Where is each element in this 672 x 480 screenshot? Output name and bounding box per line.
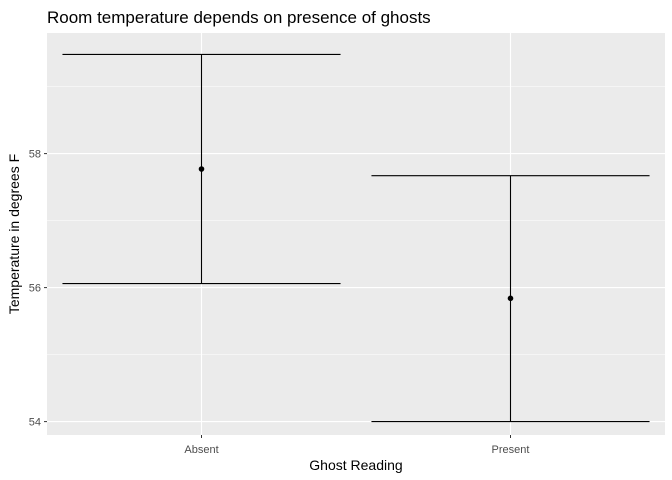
y-tick-label: 56 [29,283,41,295]
x-axis-title: Ghost Reading [309,457,402,473]
y-axis: 54 56 58 [29,149,47,429]
data-point [198,166,205,172]
error-bars [62,53,650,423]
y-axis-title: Temperature in degrees F [6,154,22,314]
y-tick-label: 54 [29,417,41,429]
grid-minor [47,86,665,355]
y-tick-label: 58 [29,149,41,161]
plot-panel [47,33,665,435]
data-point [507,295,514,302]
x-tick-label: Present [492,444,530,456]
x-tick-label: Absent [184,444,218,456]
chart-title: Room temperature depends on presence of … [47,8,431,27]
x-axis: Absent Present [184,435,529,456]
